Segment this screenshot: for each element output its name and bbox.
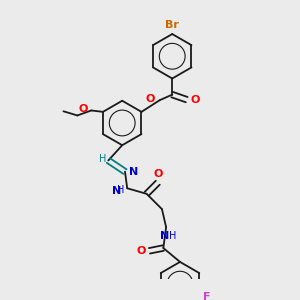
- Text: H: H: [117, 185, 125, 195]
- Text: N: N: [112, 185, 121, 196]
- Text: O: O: [146, 94, 155, 104]
- Text: N: N: [160, 230, 170, 241]
- Text: N: N: [129, 167, 139, 177]
- Text: H: H: [169, 231, 176, 241]
- Text: O: O: [136, 246, 146, 256]
- Text: O: O: [190, 95, 200, 106]
- Text: O: O: [154, 169, 163, 179]
- Text: Br: Br: [165, 20, 179, 30]
- Text: H: H: [98, 154, 106, 164]
- Text: O: O: [78, 104, 87, 114]
- Text: F: F: [203, 292, 211, 300]
